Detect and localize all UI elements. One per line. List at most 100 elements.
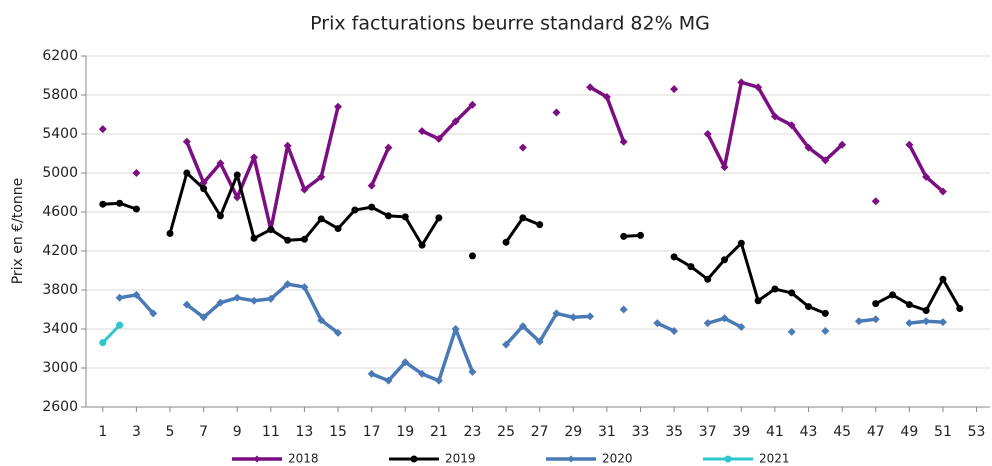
y-tick-label: 2600 — [42, 399, 78, 415]
y-tick-label: 4600 — [42, 204, 78, 220]
data-point — [854, 317, 863, 326]
data-point — [787, 121, 796, 130]
data-point — [418, 127, 427, 136]
data-point — [871, 315, 880, 324]
x-tick-label: 29 — [564, 424, 582, 440]
y-tick-label: 3000 — [42, 360, 78, 376]
x-tick-label: 21 — [430, 424, 448, 440]
data-point — [317, 172, 326, 181]
data-point — [737, 239, 745, 247]
data-point — [619, 137, 628, 146]
x-tick-label: 31 — [598, 424, 616, 440]
data-point — [838, 140, 847, 149]
data-point — [939, 275, 947, 283]
data-point — [115, 293, 124, 302]
data-point — [468, 100, 477, 109]
data-point — [351, 206, 359, 214]
series-line — [185, 80, 945, 232]
x-tick-label: 43 — [800, 424, 818, 440]
data-point — [384, 212, 392, 220]
data-point — [586, 312, 595, 321]
data-point — [518, 322, 527, 331]
data-point — [132, 205, 140, 213]
data-point — [670, 253, 678, 261]
data-point — [434, 134, 443, 143]
data-point — [821, 326, 830, 335]
data-point — [720, 163, 729, 172]
data-point — [401, 358, 410, 367]
data-point — [233, 171, 241, 179]
data-point — [132, 290, 141, 299]
data-point — [216, 159, 225, 168]
data-point — [754, 83, 763, 92]
data-point — [200, 185, 208, 193]
data-point — [250, 153, 259, 162]
data-point — [216, 212, 224, 220]
x-tick-label: 39 — [732, 424, 750, 440]
data-point — [98, 125, 107, 134]
y-tick-label: 5800 — [42, 87, 78, 103]
data-point — [368, 203, 376, 211]
data-point — [687, 263, 695, 271]
data-point — [384, 376, 393, 385]
data-point — [938, 187, 947, 196]
data-point — [451, 117, 460, 126]
x-tick-label: 19 — [396, 424, 414, 440]
data-point — [620, 232, 628, 240]
data-point — [116, 321, 124, 329]
data-point — [703, 319, 712, 328]
y-tick-label: 4200 — [42, 243, 78, 259]
series-line — [119, 282, 944, 383]
data-point — [770, 112, 779, 121]
data-point — [182, 300, 191, 309]
data-point — [250, 296, 259, 305]
data-point — [737, 323, 746, 332]
data-point — [283, 141, 292, 150]
data-point — [720, 314, 729, 323]
x-tick-label: 23 — [464, 424, 482, 440]
data-point — [283, 280, 292, 289]
x-tick-label: 47 — [867, 424, 885, 440]
data-point — [334, 225, 342, 233]
y-tick-label: 5400 — [42, 126, 78, 142]
x-tick-label: 17 — [363, 424, 381, 440]
legend-marker — [410, 455, 418, 463]
legend-label: 2020 — [602, 452, 633, 466]
data-point — [922, 172, 931, 181]
data-point — [367, 181, 376, 190]
data-point — [451, 325, 460, 333]
data-point — [233, 293, 242, 302]
y-axis-label: Prix en €/tonne — [10, 178, 26, 285]
series-line — [101, 324, 121, 344]
data-point — [619, 305, 628, 314]
data-point — [502, 340, 511, 349]
legend-marker — [567, 455, 575, 463]
data-point — [99, 339, 107, 347]
data-point — [552, 309, 561, 318]
legend-label: 2018 — [288, 452, 319, 466]
data-point — [872, 300, 880, 308]
x-tick-label: 33 — [632, 424, 650, 440]
x-tick-label: 37 — [699, 424, 717, 440]
data-point — [418, 369, 427, 378]
x-tick-label: 15 — [329, 424, 347, 440]
y-tick-label: 6200 — [42, 48, 78, 64]
x-tick-label: 53 — [968, 424, 986, 440]
x-tick-label: 9 — [233, 424, 242, 440]
data-point — [250, 234, 258, 242]
data-point — [116, 199, 124, 207]
data-point — [535, 337, 544, 346]
data-point — [569, 313, 578, 322]
x-tick-label: 3 — [132, 424, 141, 440]
data-point — [267, 226, 275, 234]
data-point — [938, 318, 947, 327]
data-point — [536, 221, 544, 229]
x-tick-label: 27 — [531, 424, 549, 440]
legend-marker — [724, 455, 732, 463]
data-point — [889, 291, 897, 299]
series-line — [102, 171, 962, 315]
y-tick-label: 3400 — [42, 321, 78, 337]
data-point — [922, 317, 931, 326]
data-point — [518, 143, 527, 152]
